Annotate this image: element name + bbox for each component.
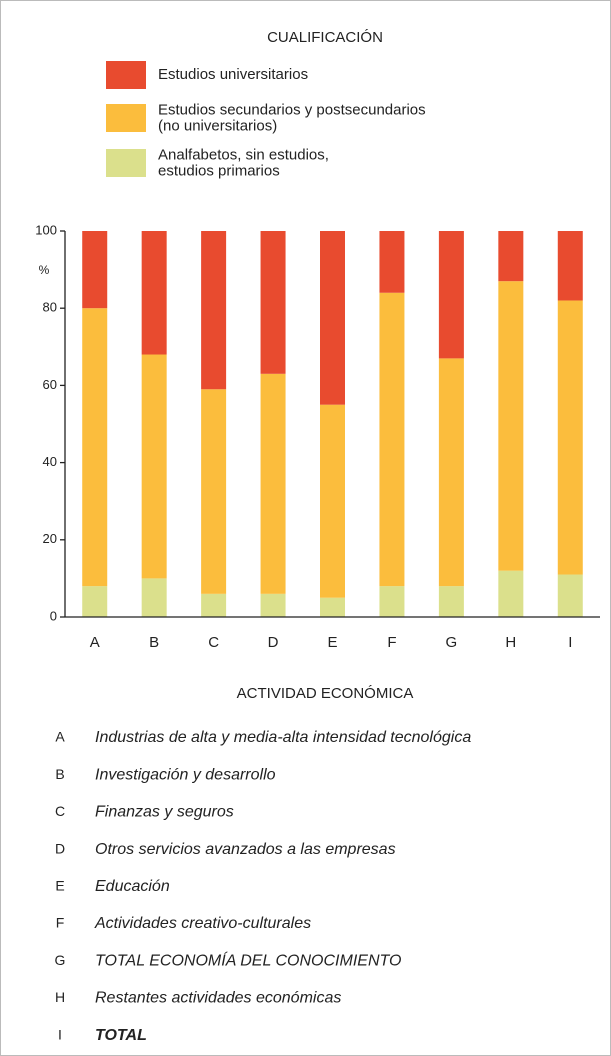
bar-segment — [438, 586, 464, 617]
bar-segment — [201, 593, 227, 617]
key-description: Finanzas y seguros — [95, 804, 234, 821]
legend-swatch — [106, 149, 146, 177]
key-letter: A — [55, 729, 65, 745]
y-tick-label: 40 — [43, 454, 57, 469]
bar-segment — [557, 574, 583, 617]
key-letter: B — [55, 766, 64, 782]
y-tick-label: 60 — [43, 377, 57, 392]
x-axis-title: ACTIVIDAD ECONÓMICA — [237, 685, 414, 702]
x-tick-label: D — [268, 634, 279, 651]
bar-segment — [320, 231, 345, 405]
legend-label: Estudios universitarios — [158, 66, 308, 83]
bar-segment — [498, 570, 524, 617]
key-letter: F — [56, 915, 65, 931]
x-tick-label: E — [327, 634, 337, 651]
y-unit: % — [39, 263, 50, 277]
key-description: Educación — [95, 878, 170, 895]
bar-segment — [141, 578, 167, 617]
bar-segment — [498, 281, 524, 571]
legend-label: Estudios secundarios y postsecundarios (n… — [158, 101, 426, 134]
chart-title: CUALIFICACIÓN — [267, 29, 383, 46]
x-tick-label: I — [568, 634, 572, 651]
key-letter: G — [55, 952, 66, 968]
bar-segment — [557, 231, 583, 301]
key-letter: D — [55, 840, 65, 856]
bar-segment — [141, 354, 167, 579]
bar-segment — [379, 292, 405, 587]
key-description: Otros servicios avanzados a las empresas — [95, 841, 396, 858]
key-letter: C — [55, 803, 65, 819]
bar-segment — [438, 231, 464, 359]
bar-segment — [260, 593, 286, 617]
bar-segment — [260, 231, 286, 374]
key-description: TOTAL — [95, 1027, 147, 1044]
key-letter: I — [58, 1026, 62, 1042]
bar-segment — [320, 404, 345, 598]
x-tick-label: G — [446, 634, 458, 651]
x-tick-label: F — [387, 634, 396, 651]
bar-segment — [201, 231, 227, 390]
y-tick-label: 80 — [43, 300, 57, 315]
bar-segment — [438, 358, 464, 587]
bar-segment — [379, 231, 405, 293]
bar-segment — [260, 373, 286, 594]
y-tick-label: 0 — [50, 608, 57, 623]
key-description: TOTAL ECONOMÍA DEL CONOCIMIENTO — [95, 950, 401, 969]
legend-swatch — [106, 104, 146, 132]
x-tick-label: A — [90, 634, 100, 651]
bar-segment — [82, 231, 108, 309]
x-tick-label: H — [505, 634, 516, 651]
key-description: Restantes actividades económicas — [95, 990, 341, 1007]
key-description: Investigación y desarrollo — [95, 766, 276, 783]
key-letter: E — [55, 878, 64, 894]
bar-segment — [498, 231, 524, 282]
bar-segment — [201, 389, 227, 594]
key-letter: H — [55, 989, 65, 1005]
bar-segment — [141, 231, 167, 355]
bar-segment — [82, 586, 108, 617]
key-description: Actividades creativo-culturales — [94, 915, 311, 932]
bar-segment — [82, 308, 108, 587]
x-tick-label: C — [208, 634, 219, 651]
bar-segment — [557, 300, 583, 575]
y-tick-label: 20 — [43, 531, 57, 546]
key-description: Industrias de alta y media-alta intensid… — [95, 729, 471, 746]
x-tick-label: B — [149, 634, 159, 651]
legend-label: Analfabetos, sin estudios, estudios prima… — [158, 146, 329, 179]
y-tick-label: 100 — [35, 222, 57, 237]
bar-segment — [379, 586, 405, 617]
bar-segment — [320, 597, 345, 617]
legend-swatch — [106, 61, 146, 89]
